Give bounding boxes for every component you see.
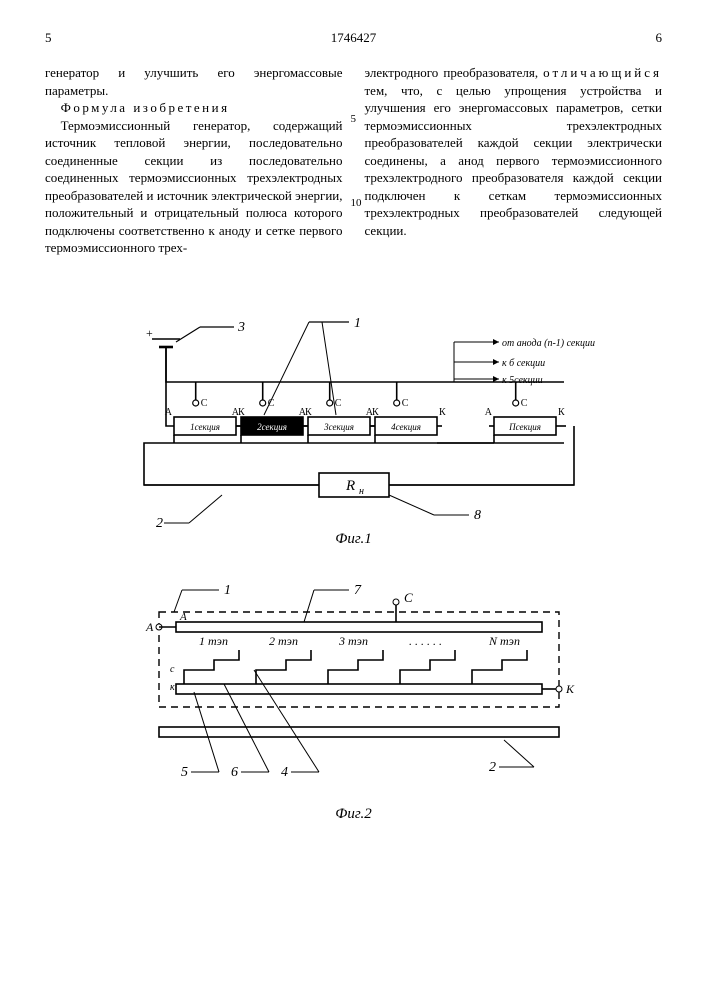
svg-text:к: к xyxy=(170,682,175,693)
svg-text:с: с xyxy=(170,664,175,675)
col1-p0: генератор и улучшить его энергомассовые … xyxy=(45,64,343,99)
svg-text:к 5секции: к 5секции xyxy=(502,375,543,386)
fig1-caption: Фиг.1 xyxy=(45,531,662,548)
svg-text:. . . . . .: . . . . . . xyxy=(409,634,442,648)
svg-text:8: 8 xyxy=(474,508,481,523)
svg-text:1: 1 xyxy=(354,316,361,331)
svg-text:2: 2 xyxy=(489,760,496,775)
svg-text:4: 4 xyxy=(281,765,288,780)
svg-text:К: К xyxy=(439,407,446,418)
svg-text:А: А xyxy=(298,407,306,418)
svg-text:2 тэп: 2 тэп xyxy=(269,634,298,648)
svg-text:2: 2 xyxy=(156,516,163,527)
svg-text:+: + xyxy=(146,326,153,340)
page-header: 5 1746427 6 xyxy=(45,30,662,46)
fig2-caption: Фиг.2 xyxy=(45,806,662,823)
svg-text:А: А xyxy=(145,620,154,634)
col1-p1: Термоэмиссионный генератор, содержащий и… xyxy=(45,117,343,257)
svg-text:С: С xyxy=(520,398,527,409)
svg-text:С: С xyxy=(404,590,413,605)
figure-2: 1 тэп 2 тэп 3 тэп . . . . . . N тэп А Аск К С 1 7 2… xyxy=(45,572,662,823)
fig1-svg: +311секцияАКС2секцияАКС3секцияАКС4секция… xyxy=(104,287,604,527)
col2-p0a: электродного преобразователя, xyxy=(365,65,544,80)
line-number-5: 5 xyxy=(351,112,357,127)
svg-text:3: 3 xyxy=(237,320,245,335)
svg-text:1 тэп: 1 тэп xyxy=(199,634,228,648)
svg-text:1: 1 xyxy=(224,583,231,598)
svg-text:4секция: 4секция xyxy=(391,422,421,432)
svg-text:5: 5 xyxy=(181,765,188,780)
svg-text:С: С xyxy=(401,398,408,409)
svg-text:К: К xyxy=(565,682,575,696)
svg-text:К: К xyxy=(558,407,565,418)
svg-text:С: С xyxy=(267,398,274,409)
svg-text:1секция: 1секция xyxy=(190,422,220,432)
svg-text:от анода (п-1) секции: от анода (п-1) секции xyxy=(502,338,595,349)
fig2-svg: 1 тэп 2 тэп 3 тэп . . . . . . N тэп А Аск К С 1 7 2… xyxy=(104,572,604,802)
col2-p0c: тем, что, с целью упрощения устройства и… xyxy=(365,83,663,238)
svg-text:6: 6 xyxy=(231,765,238,780)
formula-heading: Формула изобретения xyxy=(45,99,343,117)
svg-text:А: А xyxy=(484,407,492,418)
svg-text:R: R xyxy=(345,478,355,494)
col2-p0b: отличающийся xyxy=(543,65,662,80)
svg-text:А: А xyxy=(164,407,172,418)
doc-number: 1746427 xyxy=(52,30,656,46)
svg-text:3 тэп: 3 тэп xyxy=(338,634,368,648)
column-right: 5 10 электродного преобразователя, отлич… xyxy=(365,64,663,257)
svg-text:А: А xyxy=(231,407,239,418)
svg-text:2секция: 2секция xyxy=(257,422,287,432)
svg-text:С: С xyxy=(200,398,207,409)
svg-text:н: н xyxy=(359,486,364,497)
col2-p0: электродного преобразователя, отличающий… xyxy=(365,64,663,239)
svg-text:А: А xyxy=(365,407,373,418)
svg-text:3секция: 3секция xyxy=(323,422,354,432)
svg-text:7: 7 xyxy=(354,583,362,598)
column-left: генератор и улучшить его энергомассовые … xyxy=(45,64,343,257)
svg-text:Псекция: Псекция xyxy=(508,422,541,432)
two-column-text: генератор и улучшить его энергомассовые … xyxy=(45,64,662,257)
svg-text:к б секции: к б секции xyxy=(502,358,545,369)
page-num-right: 6 xyxy=(656,30,663,46)
svg-text:А: А xyxy=(179,611,187,623)
figure-1: +311секцияАКС2секцияАКС3секцияАКС4секция… xyxy=(45,287,662,548)
line-number-10: 10 xyxy=(351,196,362,211)
svg-text:N тэп: N тэп xyxy=(488,634,520,648)
svg-text:С: С xyxy=(334,398,341,409)
